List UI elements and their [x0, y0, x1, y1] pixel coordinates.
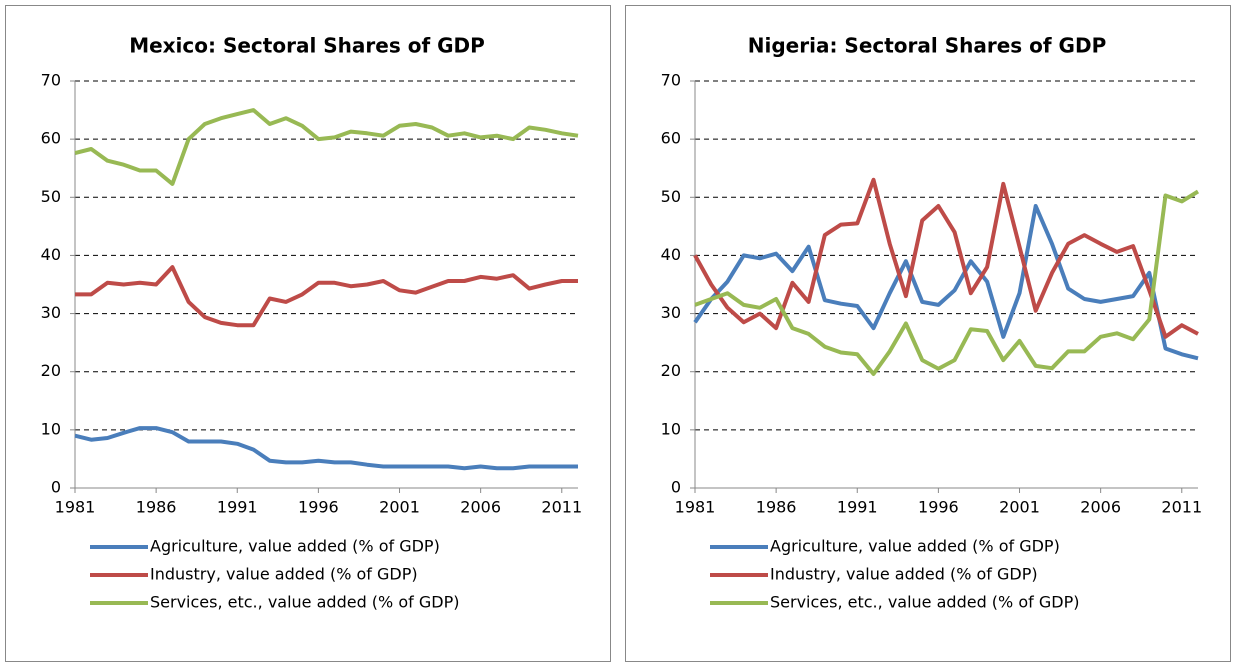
legend-label: Agriculture, value added (% of GDP) [770, 537, 1060, 556]
x-tick-label: 2006 [460, 498, 501, 517]
x-tick-label: 2001 [379, 498, 420, 517]
panel [625, 5, 1231, 662]
y-tick-label: 60 [661, 129, 681, 148]
x-tick-label: 1981 [55, 498, 96, 517]
y-tick-label: 70 [661, 71, 681, 90]
y-tick-label: 30 [661, 303, 681, 322]
series-line [74, 426, 578, 471]
y-tick-label: 0 [671, 478, 681, 497]
legend-label: Services, etc., value added (% of GDP) [770, 593, 1079, 612]
series-line [75, 265, 578, 328]
y-tick-label: 0 [51, 478, 61, 497]
series-line [694, 189, 1200, 376]
x-tick-label: 1986 [136, 498, 177, 517]
y-tick-label: 10 [41, 419, 61, 438]
chart-title: Mexico: Sectoral Shares of GDP [129, 34, 485, 58]
y-tick-label: 50 [41, 187, 61, 206]
x-tick-label: 1991 [217, 498, 258, 517]
y-tick-label: 10 [661, 419, 681, 438]
x-tick-label: 2006 [1080, 498, 1121, 517]
x-tick-label: 1996 [298, 498, 339, 517]
x-tick-label: 1981 [675, 498, 716, 517]
series-line [693, 177, 1199, 339]
x-tick-label: 2011 [541, 498, 582, 517]
legend-label: Agriculture, value added (% of GDP) [150, 537, 440, 556]
panel [5, 5, 611, 662]
y-tick-label: 30 [41, 303, 61, 322]
x-tick-label: 1991 [837, 498, 878, 517]
y-tick-label: 40 [661, 245, 681, 264]
legend-label: Industry, value added (% of GDP) [770, 565, 1038, 584]
series-line [74, 108, 579, 186]
y-tick-label: 70 [41, 71, 61, 90]
y-tick-label: 20 [661, 361, 681, 380]
y-tick-label: 40 [41, 245, 61, 264]
chart-title: Nigeria: Sectoral Shares of GDP [748, 34, 1106, 58]
x-tick-label: 2001 [999, 498, 1040, 517]
legend-label: Industry, value added (% of GDP) [150, 565, 418, 584]
x-tick-label: 2011 [1161, 498, 1202, 517]
y-tick-label: 60 [41, 129, 61, 148]
y-tick-label: 50 [661, 187, 681, 206]
series-line [693, 204, 1199, 361]
x-tick-label: 1996 [918, 498, 959, 517]
x-tick-label: 1986 [756, 498, 797, 517]
legend-label: Services, etc., value added (% of GDP) [150, 593, 459, 612]
y-tick-label: 20 [41, 361, 61, 380]
